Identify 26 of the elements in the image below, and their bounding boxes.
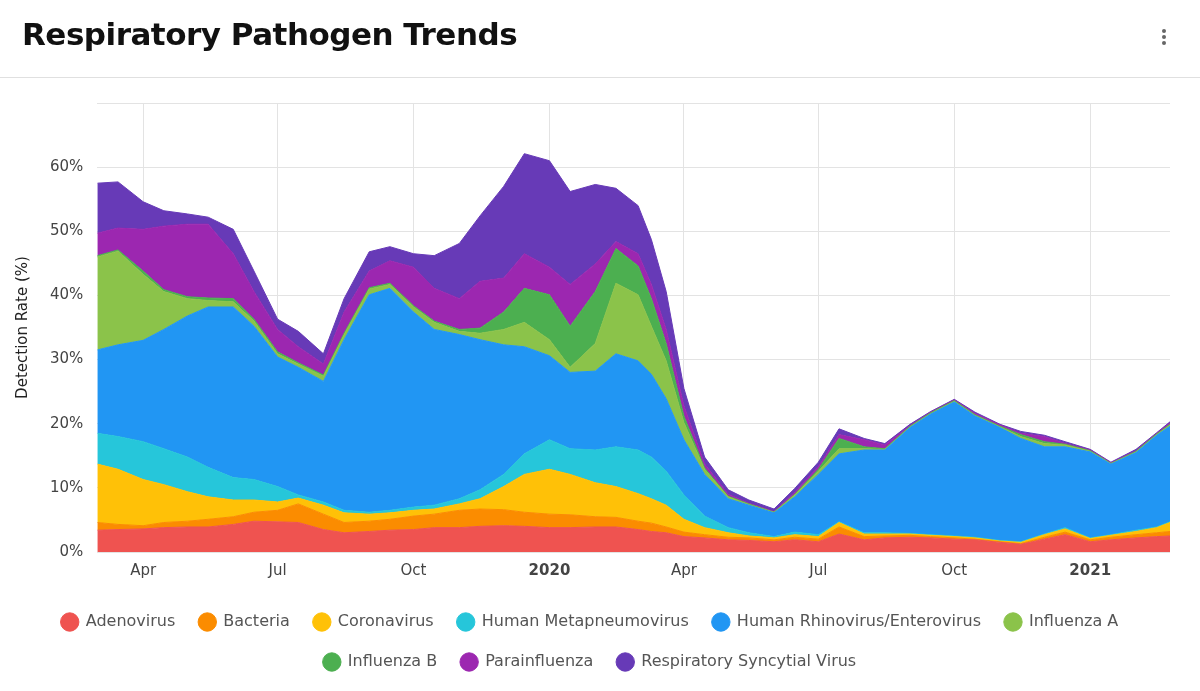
x-tick-label: Jul xyxy=(808,560,828,579)
y-tick-label: 50% xyxy=(50,221,84,240)
x-tick-label: Oct xyxy=(400,560,427,579)
y-tick-label: 0% xyxy=(59,541,84,560)
chart-title: Respiratory Pathogen Trends xyxy=(22,16,518,52)
y-tick-label: 20% xyxy=(50,413,84,432)
y-tick-label: 30% xyxy=(50,349,84,368)
y-tick-label: 60% xyxy=(50,157,84,176)
x-tick-label: Apr xyxy=(130,560,157,579)
y-tick-label: 40% xyxy=(50,285,84,304)
legend-label: Human Metapneumovirus xyxy=(481,611,689,631)
x-tick-label: 2020 xyxy=(528,560,571,579)
legend-label: Coronavirus xyxy=(337,611,434,631)
legend-label: Human Rhinovirus/Enterovirus xyxy=(736,611,981,631)
legend-label: Bacteria xyxy=(223,611,290,631)
legend-label: Influenza A xyxy=(1028,611,1119,631)
x-tick-label: Jul xyxy=(267,560,287,579)
legend-label: Adenovirus xyxy=(85,611,176,631)
y-tick-label: 10% xyxy=(50,477,84,496)
y-axis-title: Detection Rate (%) xyxy=(12,256,31,399)
x-tick-label: Apr xyxy=(670,560,698,579)
legend-label: Parainfluenza xyxy=(485,651,594,671)
legend-label: Respiratory Syncytial Virus xyxy=(641,651,857,671)
x-tick-label: Oct xyxy=(941,560,968,579)
legend-label: Influenza B xyxy=(347,651,438,671)
x-tick-label: 2021 xyxy=(1069,560,1112,579)
